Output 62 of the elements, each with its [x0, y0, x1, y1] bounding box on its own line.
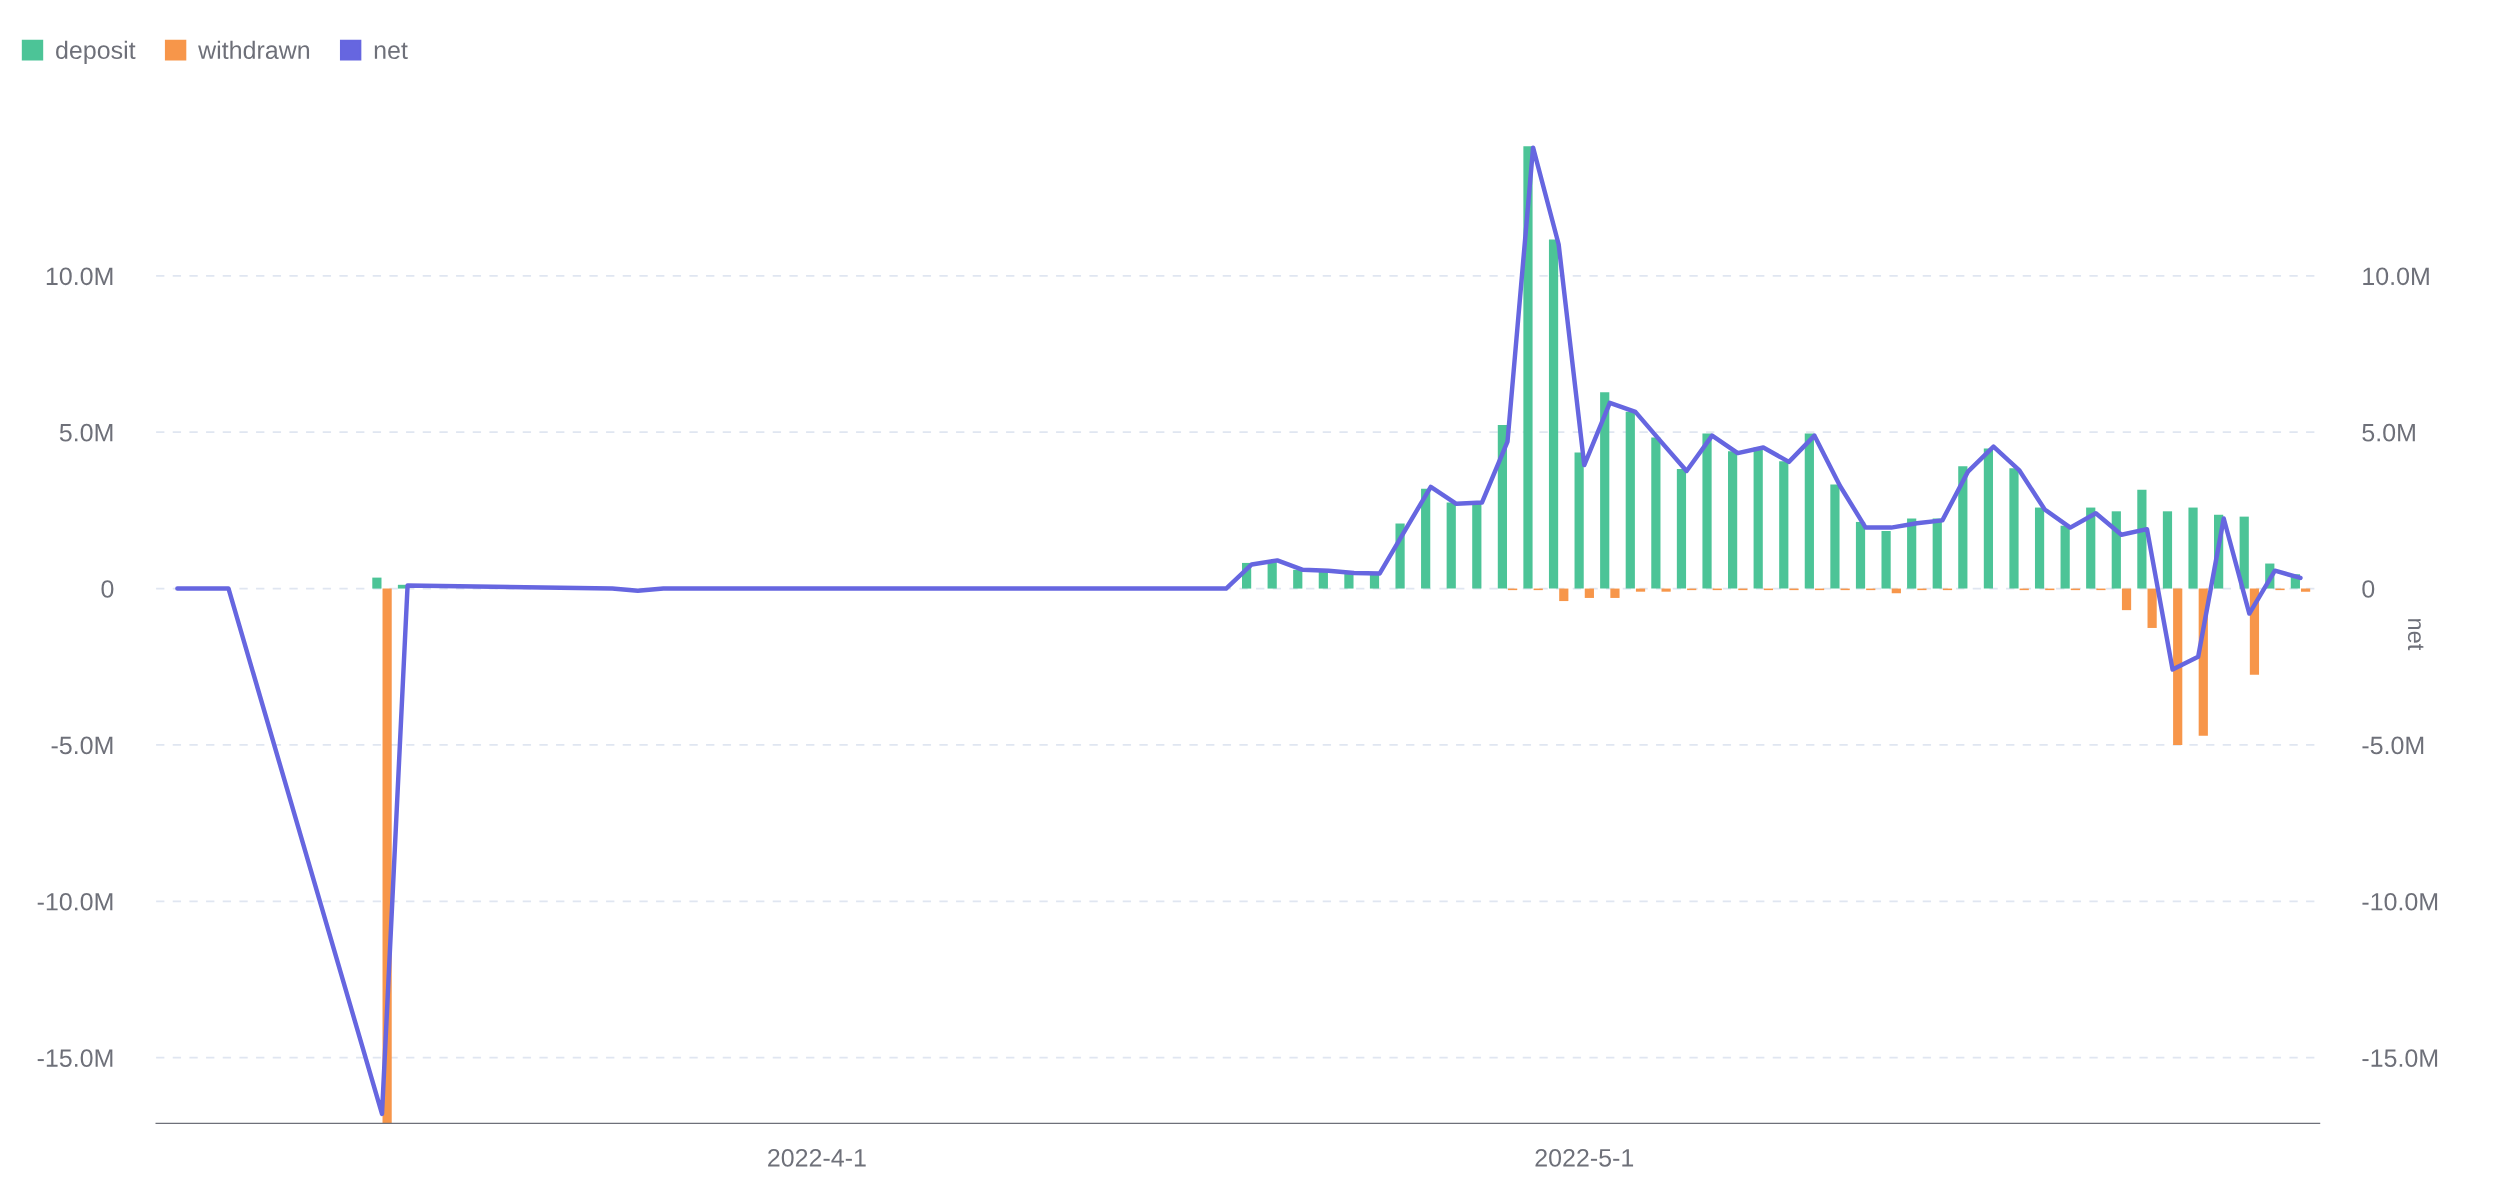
- bar: [2121, 588, 2132, 611]
- bar: [1753, 447, 1763, 589]
- bar: [1676, 469, 1687, 589]
- y-tick-label: -10.0M: [37, 892, 113, 911]
- bar: [2060, 525, 2070, 589]
- bar: [2137, 489, 2147, 589]
- y2-axis-title: net: [2407, 619, 2424, 651]
- bar: [2034, 507, 2045, 589]
- bar: [1523, 146, 1533, 589]
- bar: [2147, 588, 2157, 628]
- line-series: [175, 145, 2303, 1117]
- bar: [1497, 425, 1507, 589]
- bar: [1804, 433, 1814, 589]
- y-tick-label: -15.0M: [37, 1049, 113, 1067]
- y-tick-label: 10.0M: [46, 267, 113, 286]
- bar: [1779, 461, 1789, 589]
- bar: [1881, 531, 1891, 589]
- y-tick-label: 0: [101, 580, 114, 598]
- y2-tick-label: 5.0M: [2362, 423, 2415, 442]
- bar: [1625, 411, 1635, 589]
- bar: [2086, 507, 2096, 589]
- bar: [1344, 573, 1354, 589]
- bar: [1661, 588, 1671, 592]
- bar: [1574, 452, 1584, 589]
- y2-tick-label: 10.0M: [2363, 267, 2429, 286]
- bar: [1855, 521, 1866, 589]
- y2-tick-label: -15.0M: [2362, 1049, 2438, 1067]
- y2-tick-label: 0: [2362, 580, 2375, 598]
- bar: [2111, 511, 2121, 589]
- bar: [1472, 502, 1482, 589]
- x-tick-label: 2022-5-1: [1535, 1148, 1634, 1167]
- bar: [1702, 433, 1712, 589]
- bar: [1635, 588, 1646, 592]
- x-tick-label: 2022-4-1: [768, 1148, 866, 1167]
- bar: [1600, 392, 1610, 589]
- bar: [1421, 488, 1431, 589]
- bar: [1293, 569, 1303, 589]
- bar: [2300, 588, 2311, 592]
- bar: [1958, 466, 1968, 589]
- bar: [1610, 588, 1620, 598]
- bar: [1907, 518, 1917, 589]
- bar: [372, 577, 382, 589]
- legend-label: net: [374, 42, 408, 60]
- y2-tick-label: -10.0M: [2362, 892, 2438, 911]
- bar: [1446, 502, 1456, 589]
- y-tick-label: 5.0M: [59, 423, 113, 442]
- y-tick-label: -5.0M: [51, 736, 113, 755]
- bar: [1651, 437, 1661, 589]
- y2-tick-label: -5.0M: [2362, 736, 2424, 755]
- bar: [1728, 451, 1738, 589]
- bar: [1548, 239, 1559, 589]
- legend-label: withdrawn: [198, 40, 310, 60]
- bar: [2162, 511, 2173, 589]
- bar: [2188, 507, 2198, 589]
- bar: [1983, 448, 1994, 589]
- bar: [2009, 468, 2019, 589]
- legend-label: deposit: [56, 40, 136, 64]
- bar: [2173, 588, 2183, 745]
- bar: [2239, 516, 2249, 589]
- bar: [1830, 484, 1840, 589]
- bar: [1559, 588, 1569, 602]
- bar: [1584, 588, 1594, 598]
